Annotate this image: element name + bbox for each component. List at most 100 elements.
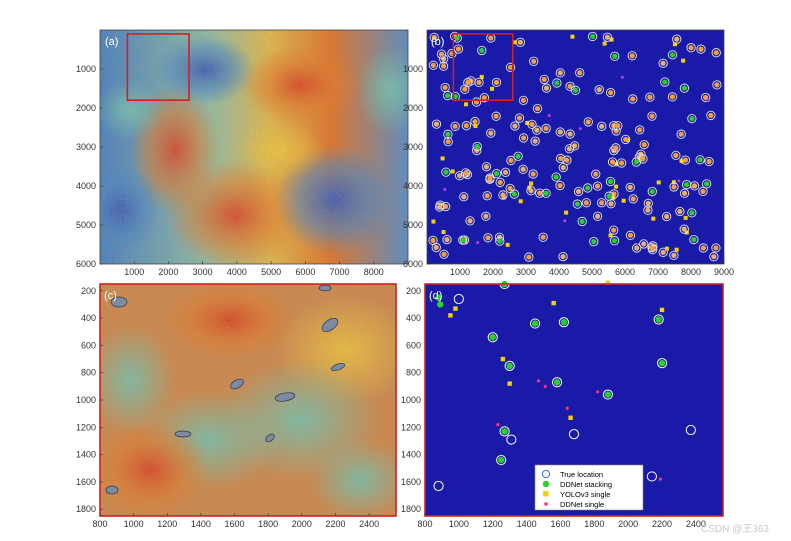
x-tick-label: 4000 [549, 267, 569, 277]
point-yolov3-single [551, 300, 556, 306]
detection-ddnet-single [547, 114, 551, 118]
point-true-location [506, 434, 517, 445]
y-tick-label: 1800 [401, 504, 421, 514]
x-tick-label: 8000 [681, 267, 701, 277]
detection-yolov3-single [664, 246, 669, 251]
detection-true-location [526, 186, 536, 196]
detection-yolov3-single [672, 42, 677, 47]
detection-true-location [555, 180, 565, 191]
detection-ddnet-stacking [463, 170, 469, 176]
detection-ddnet-stacking [438, 51, 445, 57]
detection-ddnet-single [476, 241, 480, 245]
detection-true-location [671, 150, 681, 161]
detection-ddnet-stacking [669, 94, 676, 100]
detection-true-location [486, 128, 496, 138]
detection-true-location [518, 164, 528, 174]
detection-ddnet-stacking [594, 183, 601, 189]
detection-true-location [676, 129, 686, 139]
detection-ddnet-stacking [443, 203, 449, 210]
detection-true-location [575, 68, 585, 78]
detection-ddnet-stacking [465, 80, 471, 86]
detection-true-location [479, 93, 490, 103]
detection-yolov3-single [651, 216, 656, 221]
detection-ddnet-stacking [609, 159, 616, 165]
y-tick-label: 1800 [76, 504, 96, 514]
detection-true-location [528, 169, 538, 179]
detection-ddnet-stacking [430, 237, 436, 244]
detection-true-location [594, 84, 604, 95]
detection-true-location [459, 192, 469, 202]
detection-true-location [700, 92, 711, 103]
detection-ddnet-stacking [627, 232, 634, 238]
y-tick-label: 3000 [76, 142, 96, 152]
x-tick-label: 1200 [483, 519, 503, 529]
point-ddnet-stacking [506, 362, 513, 370]
point-yolov3-single [605, 280, 611, 285]
detection-true-location [555, 127, 565, 137]
x-tick-label: 5000 [261, 267, 281, 277]
detection-true-location [439, 249, 449, 259]
detection-ddnet-stacking [677, 208, 683, 215]
detection-ddnet-stacking [604, 34, 610, 40]
detection-ddnet-stacking [611, 227, 617, 233]
point-ddnet-single [596, 390, 600, 394]
detection-true-location [441, 167, 451, 177]
detection-ddnet-stacking [607, 178, 614, 185]
detection-yolov3-single [621, 198, 626, 203]
detection-true-location [686, 43, 696, 53]
detection-yolov3-single [614, 184, 619, 189]
detection-true-location [609, 236, 620, 246]
detection-true-location [483, 233, 493, 243]
detection-true-location [687, 113, 697, 124]
detection-ddnet-stacking [526, 254, 532, 260]
detection-ddnet-stacking [706, 158, 712, 165]
y-tick-label: 6000 [403, 259, 423, 269]
y-tick-label: 800 [81, 368, 96, 378]
detection-true-location [541, 188, 551, 198]
point-ddnet-stacking [435, 294, 442, 301]
detection-ddnet-stacking [487, 175, 493, 181]
detection-true-location [604, 191, 614, 201]
detection-true-location [597, 121, 607, 131]
panel-a-label: (a) [105, 36, 118, 48]
detection-ddnet-stacking [441, 251, 447, 257]
detection-true-location [465, 216, 475, 226]
detection-ddnet-stacking [703, 94, 709, 101]
point-ddnet-single [496, 422, 500, 427]
x-tick-label: 6000 [615, 267, 635, 277]
legend-box [534, 464, 644, 511]
detection-ddnet-stacking [645, 200, 651, 206]
detection-true-location [551, 172, 561, 182]
point-true-location [656, 358, 668, 369]
detection-true-location [596, 198, 607, 208]
y-tick-label: 1000 [401, 395, 421, 405]
detection-true-location [669, 182, 679, 192]
detection-ddnet-stacking [698, 46, 704, 52]
x-tick-label: 2000 [158, 267, 178, 277]
point-true-location [499, 426, 510, 437]
detection-ddnet-stacking [599, 200, 605, 206]
detection-true-location [513, 151, 523, 161]
detection-true-location [524, 252, 534, 262]
detection-ddnet-stacking [649, 188, 655, 195]
detection-yolov3-single [479, 74, 484, 79]
detection-ddnet-stacking [529, 121, 535, 127]
detection-ddnet-stacking [520, 166, 526, 172]
detection-true-location [605, 176, 616, 187]
y-tick-label: 1000 [76, 395, 96, 405]
detection-yolov3-single [656, 180, 661, 185]
detection-true-location [639, 139, 649, 150]
detection-ddnet-stacking [595, 213, 601, 219]
detection-ddnet-stacking [530, 171, 536, 177]
point-ddnet-stacking [560, 319, 568, 326]
detection-true-location [643, 205, 653, 215]
detection-ddnet-stacking [585, 185, 591, 191]
detection-ddnet-single [578, 127, 582, 131]
detection-true-location [607, 157, 618, 167]
detection-ddnet-stacking [507, 185, 513, 192]
x-tick-label: 1000 [124, 519, 144, 529]
detection-true-location [527, 119, 537, 130]
detection-ddnet-stacking [520, 97, 527, 103]
panel-a-axes: 1000 2000 3000 4000 5000 6000 7000 8000 1000 2000… [76, 64, 384, 277]
detection-true-location [539, 74, 549, 85]
